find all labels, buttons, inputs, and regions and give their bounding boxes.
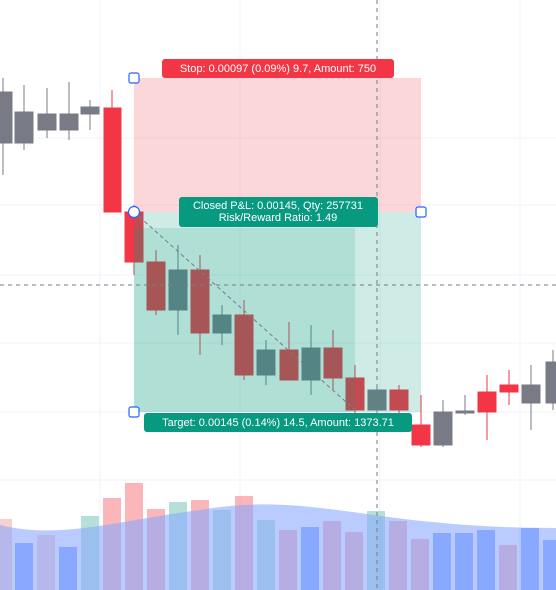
target-label-box: Target: 0.00145 (0.14%) 14.5, Amount: 13… bbox=[144, 413, 412, 432]
result-label-box: Closed P&L: 0.00145, Qty: 257731 Risk/Re… bbox=[179, 197, 378, 227]
volume bbox=[0, 483, 556, 590]
ratio-label: Risk/Reward Ratio: 1.49 bbox=[219, 212, 338, 224]
handles[interactable] bbox=[127, 72, 427, 418]
width-handle[interactable] bbox=[415, 206, 427, 218]
stop-label-box: Stop: 0.00097 (0.09%) 9.7, Amount: 750 bbox=[162, 59, 394, 78]
target-handle[interactable] bbox=[128, 406, 140, 418]
target-label: Target: 0.00145 (0.14%) 14.5, Amount: 13… bbox=[162, 417, 394, 429]
candles bbox=[0, 78, 556, 447]
target-zone[interactable] bbox=[134, 212, 421, 412]
stop-label: Stop: 0.00097 (0.09%) 9.7, Amount: 750 bbox=[180, 63, 376, 75]
entry-handle[interactable] bbox=[127, 205, 141, 219]
stop-zone[interactable] bbox=[134, 78, 421, 212]
position-tool[interactable] bbox=[133, 78, 421, 412]
pnl-label: Closed P&L: 0.00145, Qty: 257731 bbox=[193, 200, 363, 212]
closed-zone bbox=[134, 228, 355, 412]
trade-path bbox=[133, 211, 356, 411]
stop-handle[interactable] bbox=[128, 72, 140, 84]
